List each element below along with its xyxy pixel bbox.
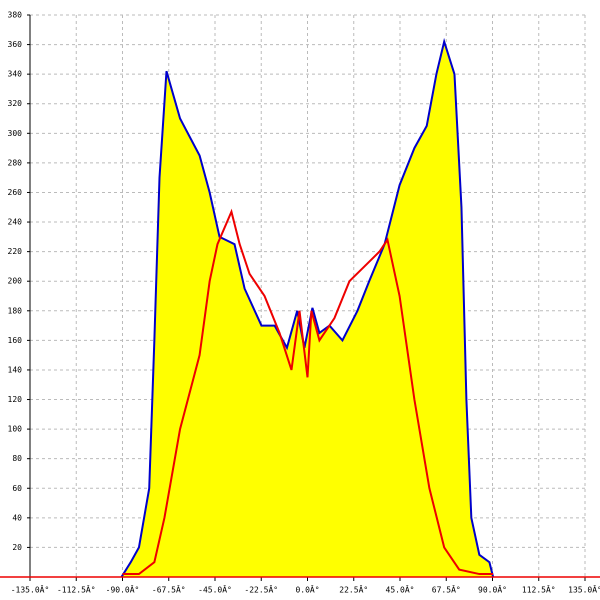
x-tick-label: -135.0Â° <box>11 584 50 595</box>
y-tick-label: 140 <box>8 365 23 374</box>
x-tick-label: -22.5Â° <box>244 584 278 595</box>
y-tick-label: 300 <box>8 129 23 138</box>
y-tick-label: 160 <box>8 336 23 345</box>
x-tick-label: -112.5Â° <box>57 584 96 595</box>
y-tick-label: 360 <box>8 40 23 49</box>
x-tick-label: 45.0Â° <box>386 584 415 595</box>
x-tick-label: 112.5Â° <box>522 584 556 595</box>
area <box>121 41 494 578</box>
y-tick-label: 260 <box>8 188 23 197</box>
y-tick-label: 280 <box>8 158 23 167</box>
y-tick-label: 180 <box>8 306 23 315</box>
y-tick-label: 80 <box>12 454 22 463</box>
line <box>120 37 495 578</box>
x-tick-label: -67.5Â° <box>152 584 186 595</box>
x-tick-label: -90.0Â° <box>106 584 140 595</box>
y-tick-label: 100 <box>8 425 23 434</box>
y-tick-label: 20 <box>12 543 22 552</box>
y-tick-label: 320 <box>8 99 23 108</box>
y-tick-label: 40 <box>12 513 22 522</box>
line <box>122 208 494 576</box>
y-tick-label: 220 <box>8 247 23 256</box>
y-tick-label: 380 <box>8 11 23 20</box>
x-tick-label: 90.0Â° <box>478 584 507 595</box>
y-tick-label: 120 <box>8 395 23 404</box>
y-tick-label: 240 <box>8 218 23 227</box>
y-tick-label: 340 <box>8 70 23 79</box>
x-tick-label: 0.0Â° <box>295 584 319 595</box>
y-tick-label: 200 <box>8 277 23 286</box>
x-tick-label: 67.5Â° <box>432 584 461 595</box>
y-tick-label: 60 <box>12 484 22 493</box>
x-tick-label: 135.0Â° <box>568 584 600 595</box>
x-tick-label: -45.0Â° <box>198 584 232 595</box>
x-tick-label: 22.5Â° <box>339 584 368 595</box>
